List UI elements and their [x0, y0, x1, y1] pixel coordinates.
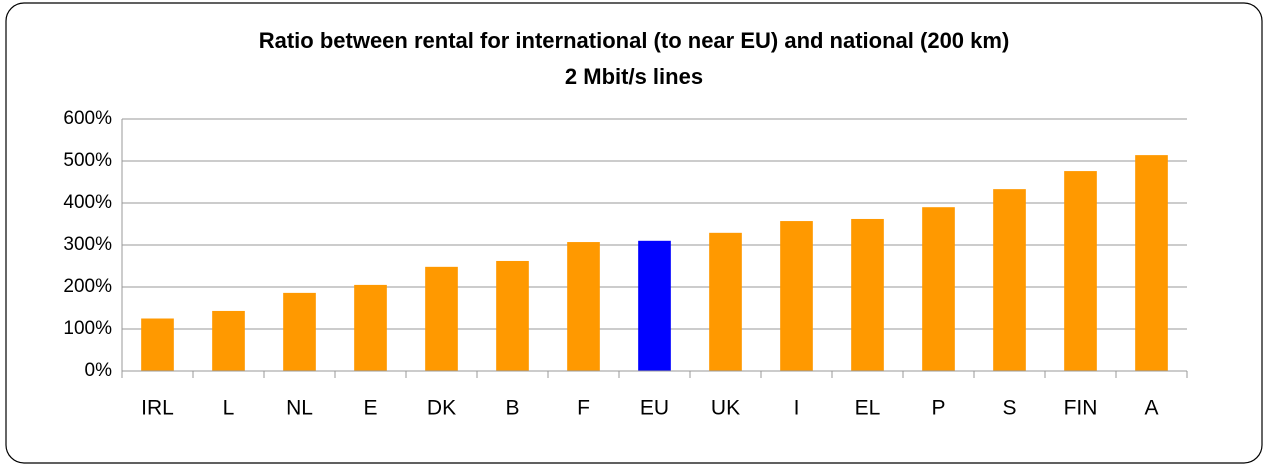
x-tick-label: P — [931, 397, 945, 420]
y-tick-label: 200% — [63, 276, 112, 297]
bar — [922, 207, 955, 371]
chart-subtitle: 2 Mbit/s lines — [565, 64, 703, 89]
x-tick-label: DK — [427, 397, 456, 420]
bar — [851, 218, 884, 371]
bar — [567, 242, 600, 371]
x-tick-label: I — [794, 397, 800, 420]
bar — [212, 310, 245, 371]
x-tick-label: FIN — [1064, 397, 1098, 420]
x-tick-label: E — [363, 397, 377, 420]
bar — [425, 266, 458, 371]
bar — [638, 240, 671, 371]
y-tick-label: 400% — [63, 192, 112, 213]
chart-title: Ratio between rental for international (… — [259, 28, 1010, 53]
y-tick-label: 500% — [63, 150, 112, 171]
bar — [993, 189, 1026, 371]
x-tick-label: NL — [286, 397, 313, 420]
y-tick-label: 300% — [63, 234, 112, 255]
x-tick-label: B — [505, 397, 519, 420]
y-tick-label: 100% — [63, 318, 112, 339]
bar — [496, 260, 529, 371]
x-tick-label: EL — [855, 397, 881, 420]
bar — [141, 318, 174, 371]
y-tick-label: 600% — [63, 108, 112, 129]
bar — [709, 232, 742, 371]
x-tick-label: IRL — [141, 397, 174, 420]
x-tick-label: A — [1144, 397, 1158, 420]
x-tick-label: S — [1002, 397, 1016, 420]
bar — [354, 284, 387, 371]
bar — [780, 221, 813, 371]
x-tick-label: UK — [711, 397, 740, 420]
x-tick-label: F — [577, 397, 590, 420]
y-tick-label: 0% — [85, 360, 113, 381]
x-tick-label: EU — [640, 397, 669, 420]
bar — [1064, 171, 1097, 371]
bar — [1135, 155, 1168, 371]
bar — [283, 292, 316, 371]
x-tick-label: L — [223, 397, 235, 420]
